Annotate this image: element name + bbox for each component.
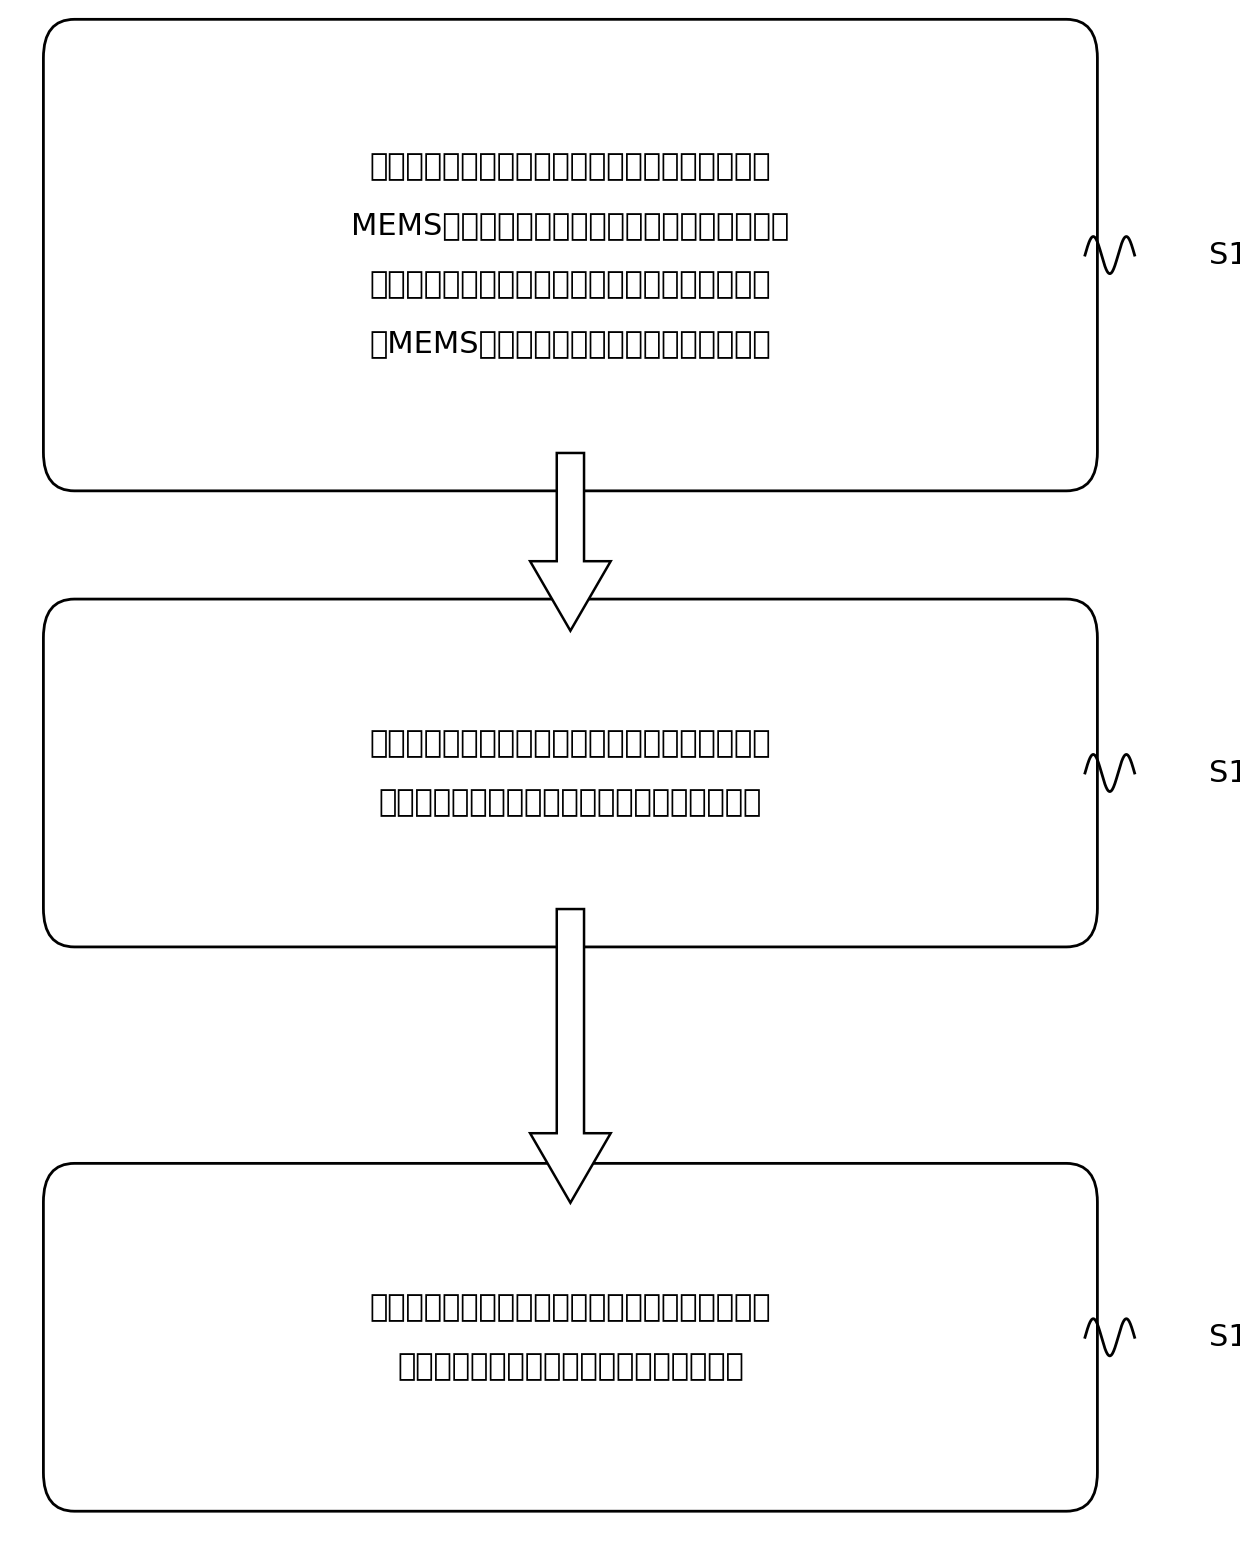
Text: 对所述等效对照信号机等效探测信号进行积分形成: 对所述等效对照信号机等效探测信号进行积分形成 xyxy=(370,730,771,758)
Polygon shape xyxy=(531,909,611,1203)
FancyBboxPatch shape xyxy=(43,1163,1097,1512)
Text: S13: S13 xyxy=(1209,1323,1240,1351)
Text: 通过控制所述第一可调电压实现所述等效盲像元对: 通过控制所述第一可调电压实现所述等效盲像元对 xyxy=(370,153,771,181)
Text: 基于所述积分电流对所述读出电路进行读出测试，: 基于所述积分电流对所述读出电路进行读出测试， xyxy=(370,1294,771,1322)
Text: 通过控制所述第二可调电压实现所述等效有效像元: 通过控制所述第二可调电压实现所述等效有效像元 xyxy=(370,271,771,298)
Text: MEMS盲像元的模拟，输出等效对照信号；同时，: MEMS盲像元的模拟，输出等效对照信号；同时， xyxy=(351,212,790,240)
FancyBboxPatch shape xyxy=(43,19,1097,492)
Text: 对MEMS有效像元的模拟，输出等效探测信号: 对MEMS有效像元的模拟，输出等效探测信号 xyxy=(370,329,771,357)
Polygon shape xyxy=(531,453,611,631)
Text: S12: S12 xyxy=(1209,759,1240,787)
Text: S11: S11 xyxy=(1209,241,1240,269)
FancyBboxPatch shape xyxy=(43,600,1097,946)
Text: 以确定对应的读出电路的性能是否达到标准: 以确定对应的读出电路的性能是否达到标准 xyxy=(397,1353,744,1381)
Text: 积分电流，并将该积分电流输出至所述读出电路: 积分电流，并将该积分电流输出至所述读出电路 xyxy=(378,788,763,816)
